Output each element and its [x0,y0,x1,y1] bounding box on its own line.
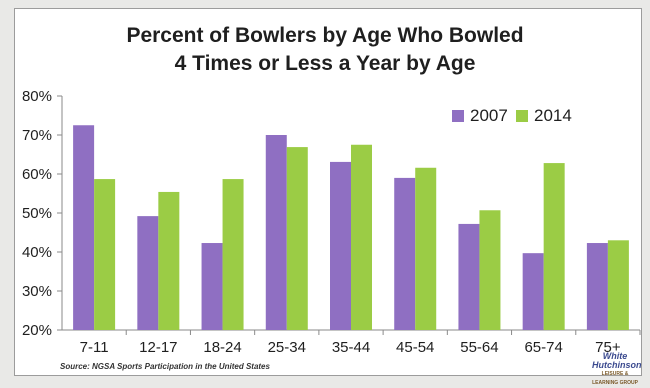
bar-2014-35-44 [351,144,372,330]
bar-2007-65-74 [522,253,544,330]
y-tick-label: 80% [22,88,52,105]
bar-2014-12-17 [158,191,180,330]
bar-2014-55-64 [479,210,501,330]
bar-2007-12-17 [137,216,159,330]
chart-title-line-1: Percent of Bowlers by Age Who Bowled [126,24,524,47]
logo-tagline: LEISURE & LEARNING GROUP [592,371,638,386]
y-tick-label: 50% [22,205,52,222]
logo-text-line-2: Hutchinson [592,360,642,370]
bar-2014-75+ [607,240,629,330]
legend-item-2014: 2014 [516,106,572,126]
chart-title-line-2: 4 Times or Less a Year by Age [174,52,476,75]
logo-text-line-1: White [602,351,628,361]
bar-2014-45-54 [415,167,437,330]
bar-2007-25-34 [265,135,287,330]
legend-item-2007: 2007 [452,106,508,126]
x-tick-label: 7-11 [80,339,109,356]
bar-2007-45-54 [394,177,416,330]
bar-2014-18-24 [222,179,244,330]
bar-2014-25-34 [286,147,308,330]
bar-2014-65-74 [543,163,565,330]
x-tick-label: 45-54 [396,339,434,356]
bar-2007-55-64 [458,223,480,330]
bar-2007-18-24 [201,243,223,330]
x-tick-label: 12-17 [139,339,177,356]
y-tick-label: 30% [22,283,52,300]
bar-2007-7-11 [73,125,95,330]
legend-label-2014: 2014 [534,106,572,125]
legend-swatch-2007 [452,110,464,122]
x-tick-label: 35-44 [332,339,370,356]
x-tick-label: 75+ [595,339,621,356]
x-tick-label: 55-64 [460,339,498,356]
bar-2007-75+ [586,243,608,330]
y-tick-label: 60% [22,166,52,183]
legend-swatch-2014 [516,110,528,122]
source-note: Source: NGSA Sports Participation in the… [60,362,270,371]
legend-label-2007: 2007 [470,106,508,125]
x-tick-label: 65-74 [524,339,562,356]
bar-2014-7-11 [94,179,116,330]
x-tick-label: 25-34 [268,339,306,356]
y-tick-label: 40% [22,244,52,261]
x-tick-label: 18-24 [203,339,241,356]
bar-2007-35-44 [330,161,351,330]
y-tick-label: 20% [22,322,52,339]
y-tick-label: 70% [22,127,52,144]
